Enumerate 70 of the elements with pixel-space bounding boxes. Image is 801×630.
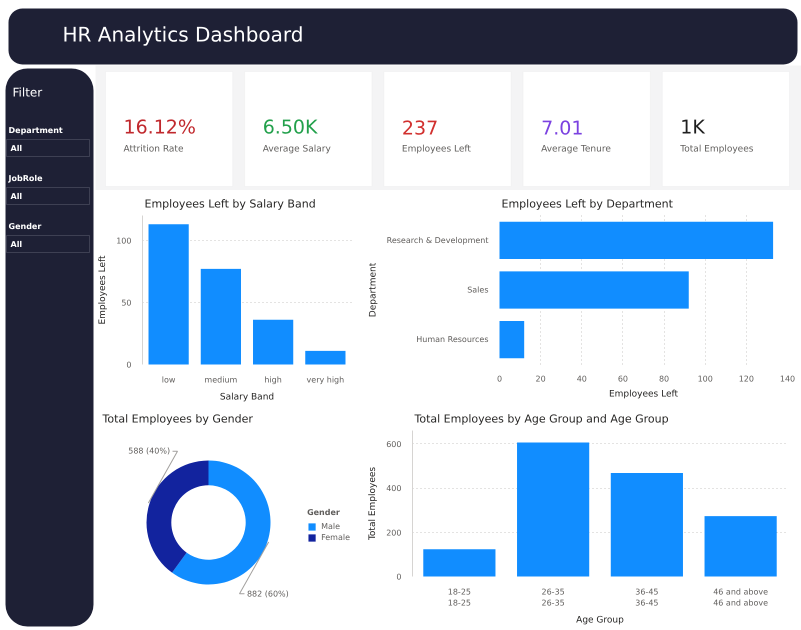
x-tick-label: 46 and above 46 and above [713,588,768,608]
text: All [10,192,22,201]
y-tick-label: 100 [116,236,132,246]
x-tick-label: high [264,376,282,384]
bar [305,350,346,364]
x-tick-label: 100 [698,374,713,384]
y-axis-title: Department [368,262,379,318]
x-tick-label: 80 [658,374,670,384]
text: 16.12% [124,116,196,138]
text: 7.01 [541,118,584,140]
x-tick-label: 120 [738,374,754,384]
y-tick-label: Sales [467,286,489,294]
data-label: 588 (40%) [128,446,170,456]
chart-title: Employees Left by Salary Band [144,198,316,210]
text: HR Analytics Dashboard [62,22,304,46]
bar [704,516,777,576]
text: Attrition Rate [124,144,184,154]
text: All [10,144,22,153]
legend-label: Female [321,533,350,542]
text: 6.50K [262,116,318,138]
x-tick-label: 0 [496,374,502,384]
category-label: Gender [8,222,42,231]
y-tick-label: 0 [126,360,132,370]
text: 1K [680,116,706,138]
x-tick-label: very high [306,376,344,384]
text: Average Tenure [541,144,612,154]
bar [200,268,241,364]
category-label: Department [8,126,63,135]
text: Average Salary [262,144,332,154]
legend-title: Gender [307,508,341,517]
x-tick-label: 36-45 36-45 [635,588,658,608]
x-axis-title: Salary Band [220,392,274,402]
text: Total Employees [679,144,754,154]
bar [423,549,496,576]
y-tick-label: 0 [396,572,402,582]
bar [148,224,189,364]
y-axis-title: Total Employees [368,466,378,542]
y-tick-label: 200 [386,528,402,538]
y-tick-label: Human Resources [416,335,488,344]
bar [500,321,524,358]
x-tick-label: 20 [536,374,546,384]
bar [253,320,294,364]
x-tick-label: 40 [576,374,587,384]
bar [500,271,689,309]
x-tick-label: 18-25 18-25 [448,588,471,608]
text: 237 [402,118,438,140]
data-label: 882 (60%) [246,589,289,598]
x-axis-title: Employees Left [608,390,678,400]
chart-title: Total Employees by Gender [102,412,254,426]
bar [517,442,590,576]
category-label: JobRole [8,174,44,183]
y-tick-label: 600 [386,440,402,449]
y-tick-label: 50 [121,298,132,308]
text: Employees Left [402,144,472,154]
y-tick-label: 400 [386,484,402,494]
chart-title: Employees Left by Department [502,198,674,210]
x-tick-label: 60 [618,374,628,384]
bar [500,222,774,259]
bar [610,472,683,576]
x-tick-label: 140 [780,374,796,384]
chart-title: Total Employees by Age Group and Age Group [414,412,669,426]
y-tick-label: Research & Development [386,236,488,245]
y-axis-title: Employees Left [98,255,108,325]
text: All [10,240,22,249]
x-tick-label: medium [204,376,238,384]
x-tick-label: 26-35 26-35 [542,588,565,608]
x-tick-label: low [162,376,176,384]
legend-label: Male [321,522,342,531]
x-axis-title: Age Group [576,615,624,626]
text: Filter [12,86,42,100]
